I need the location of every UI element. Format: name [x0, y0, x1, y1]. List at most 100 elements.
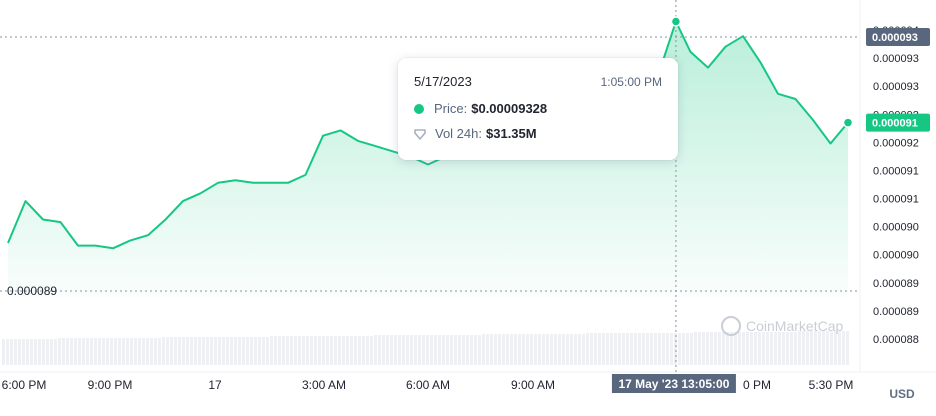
volume-bar [118, 338, 121, 365]
x-tick-label: 9:00 AM [511, 378, 555, 392]
volume-bar [538, 334, 541, 365]
volume-bar [502, 334, 505, 365]
volume-bar [410, 335, 413, 365]
volume-bar [198, 337, 201, 365]
volume-bar [462, 335, 465, 365]
volume-bar [114, 338, 117, 365]
volume-bar [150, 338, 153, 365]
tooltip-price-row: Price: $0.00009328 [414, 101, 547, 116]
volume-bar [70, 338, 73, 365]
y-tick-label: 0.000092 [873, 137, 919, 149]
tooltip-volume-value: $31.35M [486, 126, 537, 141]
chart-marks: 0.000089 [0, 0, 860, 372]
volume-bar [522, 334, 525, 365]
volume-bar [66, 338, 69, 365]
volume-bar [686, 333, 689, 365]
volume-bar [618, 333, 621, 365]
tooltip-volume-row: Vol 24h: $31.35M [414, 126, 537, 141]
volume-bar [402, 335, 405, 365]
volume-bar [190, 337, 193, 365]
volume-bar [470, 335, 473, 365]
crosshair-point [670, 16, 682, 27]
tooltip-time: 1:05:00 PM [600, 75, 662, 89]
volume-bar [210, 337, 213, 365]
volume-bar [674, 333, 677, 365]
volume-bar [262, 337, 265, 365]
volume-bar [318, 336, 321, 365]
y-tick-label: 0.000089 [873, 306, 919, 318]
volume-bar [414, 335, 417, 365]
volume-bar [698, 332, 701, 365]
volume-bar [654, 333, 657, 365]
volume-bar [486, 334, 489, 365]
tooltip-volume-label: Vol 24h: [435, 126, 482, 141]
volume-bar [646, 333, 649, 365]
y-tick-label: 0.000093 [873, 81, 919, 93]
volume-bar [50, 339, 53, 365]
volume-bar [6, 339, 9, 365]
volume-bar [762, 332, 765, 365]
volume-bar [798, 331, 801, 365]
volume-bar [450, 335, 453, 365]
y-tick-label: 0.000091 [873, 165, 919, 177]
volume-bar [14, 339, 17, 365]
volume-bar [434, 335, 437, 365]
volume-bar [166, 337, 169, 365]
volume-bar [542, 334, 545, 365]
volume-bar [374, 335, 377, 365]
volume-bar [406, 335, 409, 365]
volume-bar [534, 334, 537, 365]
price-tooltip: 5/17/2023 1:05:00 PM Price: $0.00009328 … [398, 58, 678, 160]
volume-bar [430, 335, 433, 365]
volume-bar [770, 332, 773, 365]
volume-bar [730, 332, 733, 365]
volume-bar [530, 334, 533, 365]
volume-bar [794, 332, 797, 365]
volume-bar [38, 339, 41, 365]
volume-bar [782, 332, 785, 365]
volume-bar [106, 338, 109, 365]
volume-bar [238, 337, 241, 365]
volume-bar [206, 337, 209, 365]
volume-bar [154, 338, 157, 365]
volume-bar [650, 333, 653, 365]
volume-bar [258, 337, 261, 365]
price-area-fill [8, 21, 848, 298]
volume-bar [294, 336, 297, 365]
volume-bar [830, 331, 833, 365]
volume-bar [438, 335, 441, 365]
volume-bar [338, 336, 341, 365]
volume-bar [282, 336, 285, 365]
volume-bar [558, 334, 561, 365]
volume-bar [42, 339, 45, 365]
volume-bar [846, 331, 849, 365]
volume-bar [378, 335, 381, 365]
volume-bar [134, 338, 137, 365]
volume-bar [142, 338, 145, 365]
volume-bar [786, 332, 789, 365]
volume-bar [10, 339, 13, 365]
x-tick-label: 0 PM [743, 378, 771, 392]
volume-bar [350, 336, 353, 365]
volume-bar [394, 335, 397, 365]
x-tick-label: 17 [208, 378, 222, 392]
volume-bar [678, 333, 681, 365]
volume-bar [222, 337, 225, 365]
volume-bar [178, 337, 181, 365]
volume-bar [758, 332, 761, 365]
volume-bar [298, 336, 301, 365]
volume-bar [310, 336, 313, 365]
volume-bar [838, 331, 841, 365]
volume-bar [634, 333, 637, 365]
volume-bar [358, 336, 361, 365]
volume-bar [726, 332, 729, 365]
volume-bar [194, 337, 197, 365]
volume-bar [766, 332, 769, 365]
volume-bar [78, 338, 81, 365]
volume-bar [330, 336, 333, 365]
plot-frame [0, 0, 936, 373]
y-axis: 0.0000940.0000930.0000930.0000920.000092… [866, 25, 930, 346]
volume-bar [514, 334, 517, 365]
